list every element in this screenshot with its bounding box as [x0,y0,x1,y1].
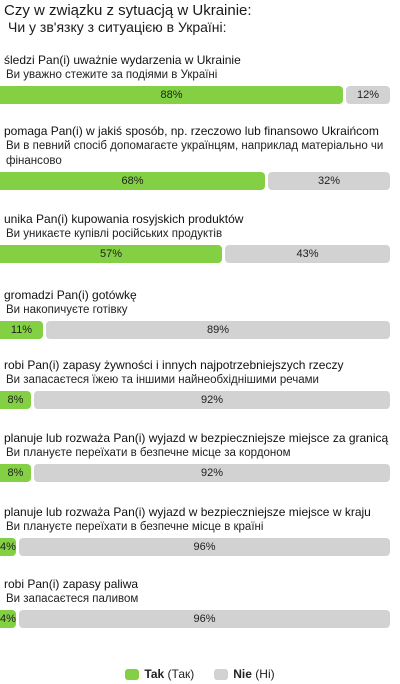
legend-swatch-yes [125,668,140,680]
question-block: śledzi Pan(i) uważnie wydarzenia w Ukrai… [0,52,400,104]
chart-title-ua: Чи у зв'язку з ситуацією в Україні: [8,19,227,35]
legend-label-yes: Tak [144,667,165,681]
question-label-ua: Ви плануєте переїхати в безпечне місце в… [6,521,264,533]
question-label-ua: Ви плануєте переїхати в безпечне місце з… [6,447,291,459]
question-block: gromadzi Pan(i) gotówkę Ви накопичуєте го… [0,287,400,339]
question-label-pl: planuje lub rozważa Pan(i) wyjazd w bezp… [4,431,389,445]
bar-segment-yes: 8% [0,391,31,409]
chart-header: Czy w związku z sytuacją w Ukrainie: Чи … [4,2,252,35]
question-label-pl: pomaga Pan(i) w jakiś sposób, np. rzeczo… [4,124,379,138]
bar-segment-no: 96% [19,610,390,628]
legend-label-no: Nie [233,667,252,681]
question-block: unika Pan(i) kupowania rosyjskich produk… [0,211,400,263]
bar-segment-no: 12% [346,86,390,104]
legend-item-yes: Tak (Так) [125,667,194,681]
stacked-bar: 4% 96% [0,610,400,628]
bar-segment-no: 43% [225,245,390,263]
stacked-bar: 57% 43% [0,245,400,263]
question-label-pl: robi Pan(i) zapasy żywności i innych naj… [4,358,344,372]
bar-segment-yes: 8% [0,464,31,482]
question-label-ua: Ви накопичуєте готівку [6,304,128,316]
bar-segment-yes: 4% [0,610,16,628]
bar-segment-yes: 57% [0,245,222,263]
question-label-ua: Ви запасаєтеся паливом [6,593,139,605]
legend-label-yes-ua: (Так) [167,667,195,681]
question-label-pl: robi Pan(i) zapasy paliwa [4,577,139,591]
question-label-pl: gromadzi Pan(i) gotówkę [4,288,137,302]
question-label-ua: Ви запасаєтеся їжею та іншими найнеобхід… [6,374,319,386]
stacked-bar: 88% 12% [0,86,400,104]
bar-segment-yes: 88% [0,86,343,104]
question-label-ua: Ви в певний спосіб допомагаєте українцям… [6,140,384,167]
bar-segment-no: 92% [34,391,390,409]
bar-segment-yes: 4% [0,538,16,556]
bar-segment-yes: 68% [0,172,265,190]
question-block: robi Pan(i) zapasy żywności i innych naj… [0,357,400,409]
question-block: planuje lub rozważa Pan(i) wyjazd w bezp… [0,504,400,556]
bar-segment-no: 89% [46,321,390,339]
question-block: pomaga Pan(i) w jakiś sposób, np. rzeczo… [0,123,400,190]
bar-segment-no: 92% [34,464,390,482]
legend-item-no: Nie (Ні) [214,667,275,681]
stacked-bar: 8% 92% [0,391,400,409]
question-block: robi Pan(i) zapasy paliwa Ви запасаєтеся … [0,576,400,628]
stacked-bar: 4% 96% [0,538,400,556]
legend-swatch-no [214,668,229,680]
question-block: planuje lub rozważa Pan(i) wyjazd w bezp… [0,430,400,482]
bar-segment-no: 96% [19,538,390,556]
bar-segment-no: 32% [268,172,390,190]
stacked-bar: 11% 89% [0,321,400,339]
question-label-pl: unika Pan(i) kupowania rosyjskich produk… [4,212,244,226]
bar-segment-yes: 11% [0,321,43,339]
question-label-ua: Ви уникаєте купівлі російських продуктів [6,228,223,240]
chart-legend: Tak (Так) Nie (Ні) [0,667,400,681]
chart-title-pl: Czy w związku z sytuacją w Ukrainie: [4,2,252,19]
stacked-bar: 8% 92% [0,464,400,482]
legend-label-no-ua: (Ні) [255,667,275,681]
stacked-bar: 68% 32% [0,172,400,190]
question-label-pl: planuje lub rozważa Pan(i) wyjazd w bezp… [4,505,371,519]
question-label-ua: Ви уважно стежите за подіями в Україні [6,69,218,81]
question-label-pl: śledzi Pan(i) uważnie wydarzenia w Ukrai… [4,53,241,67]
